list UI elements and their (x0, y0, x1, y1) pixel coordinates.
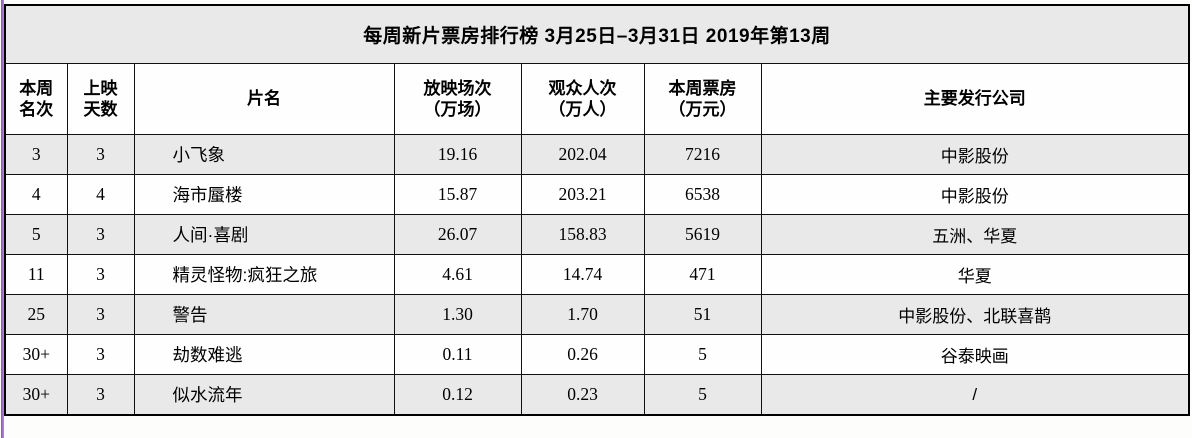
film-title-cell: 劫数难逃 (133, 334, 395, 375)
column-header-film-title: 片名 (133, 63, 395, 135)
column-header-audience: 观众人次 （万人） (520, 63, 645, 135)
days-cell: 3 (66, 334, 135, 375)
screenings-cell: 19.16 (393, 134, 522, 175)
boxoffice-cell: 6538 (643, 174, 762, 215)
audience-cell: 14.74 (520, 254, 645, 295)
days-cell: 3 (66, 294, 135, 335)
film-title-cell: 警告 (133, 294, 395, 335)
distributor-cell: 中影股份、北联喜鹊 (760, 294, 1190, 335)
table-header-row: 本周 名次 上映 天数 片名 放映场次 （万场） 观众人次 （万人） 本周票房 … (4, 63, 1190, 135)
table-row: 3 3 小飞象 19.16 202.04 7216 中影股份 (4, 134, 1190, 175)
table-row: 25 3 警告 1.30 1.70 51 中影股份、北联喜鹊 (4, 294, 1190, 335)
table-title: 每周新片票房排行榜 3月25日–3月31日 2019年第13周 (4, 4, 1190, 64)
rank-cell: 4 (4, 174, 68, 215)
audience-cell: 203.21 (520, 174, 645, 215)
column-header-distributor: 主要发行公司 (760, 63, 1190, 135)
boxoffice-cell: 471 (643, 254, 762, 295)
column-header-rank: 本周 名次 (4, 63, 68, 135)
audience-cell: 158.83 (520, 214, 645, 255)
rank-cell: 3 (4, 134, 68, 175)
screenings-cell: 1.30 (393, 294, 522, 335)
table-row: 30+ 3 似水流年 0.12 0.23 5 / (4, 374, 1190, 416)
column-header-days: 上映 天数 (66, 63, 135, 135)
column-header-boxoffice: 本周票房 （万元） (643, 63, 762, 135)
distributor-cell: / (760, 374, 1190, 416)
film-title-cell: 人间·喜剧 (133, 214, 395, 255)
table-row: 30+ 3 劫数难逃 0.11 0.26 5 谷泰映画 (4, 334, 1190, 375)
screenings-cell: 0.12 (393, 374, 522, 416)
boxoffice-cell: 5619 (643, 214, 762, 255)
boxoffice-cell: 51 (643, 294, 762, 335)
audience-cell: 202.04 (520, 134, 645, 175)
days-cell: 4 (66, 174, 135, 215)
distributor-cell: 中影股份 (760, 174, 1190, 215)
left-margin-line (1, 0, 4, 438)
screenings-cell: 4.61 (393, 254, 522, 295)
table-row: 5 3 人间·喜剧 26.07 158.83 5619 五洲、华夏 (4, 214, 1190, 255)
boxoffice-cell: 7216 (643, 134, 762, 175)
distributor-cell: 谷泰映画 (760, 334, 1190, 375)
boxoffice-cell: 5 (643, 334, 762, 375)
box-office-table: 每周新片票房排行榜 3月25日–3月31日 2019年第13周 本周 名次 上映… (4, 4, 1190, 416)
table-row: 11 3 精灵怪物:疯狂之旅 4.61 14.74 471 华夏 (4, 254, 1190, 295)
days-cell: 3 (66, 374, 135, 416)
distributor-cell: 中影股份 (760, 134, 1190, 175)
film-title-cell: 小飞象 (133, 134, 395, 175)
days-cell: 3 (66, 134, 135, 175)
days-cell: 3 (66, 254, 135, 295)
audience-cell: 1.70 (520, 294, 645, 335)
screenings-cell: 15.87 (393, 174, 522, 215)
film-title-cell: 精灵怪物:疯狂之旅 (133, 254, 395, 295)
audience-cell: 0.26 (520, 334, 645, 375)
table-row: 4 4 海市蜃楼 15.87 203.21 6538 中影股份 (4, 174, 1190, 215)
rank-cell: 25 (4, 294, 68, 335)
film-title-cell: 似水流年 (133, 374, 395, 416)
distributor-cell: 华夏 (760, 254, 1190, 295)
boxoffice-cell: 5 (643, 374, 762, 416)
column-header-screenings: 放映场次 （万场） (393, 63, 522, 135)
days-cell: 3 (66, 214, 135, 255)
table-title-row: 每周新片票房排行榜 3月25日–3月31日 2019年第13周 (4, 4, 1190, 64)
screenings-cell: 26.07 (393, 214, 522, 255)
rank-cell: 11 (4, 254, 68, 295)
screenings-cell: 0.11 (393, 334, 522, 375)
film-title-cell: 海市蜃楼 (133, 174, 395, 215)
rank-cell: 30+ (4, 374, 68, 416)
audience-cell: 0.23 (520, 374, 645, 416)
rank-cell: 5 (4, 214, 68, 255)
rank-cell: 30+ (4, 334, 68, 375)
distributor-cell: 五洲、华夏 (760, 214, 1190, 255)
